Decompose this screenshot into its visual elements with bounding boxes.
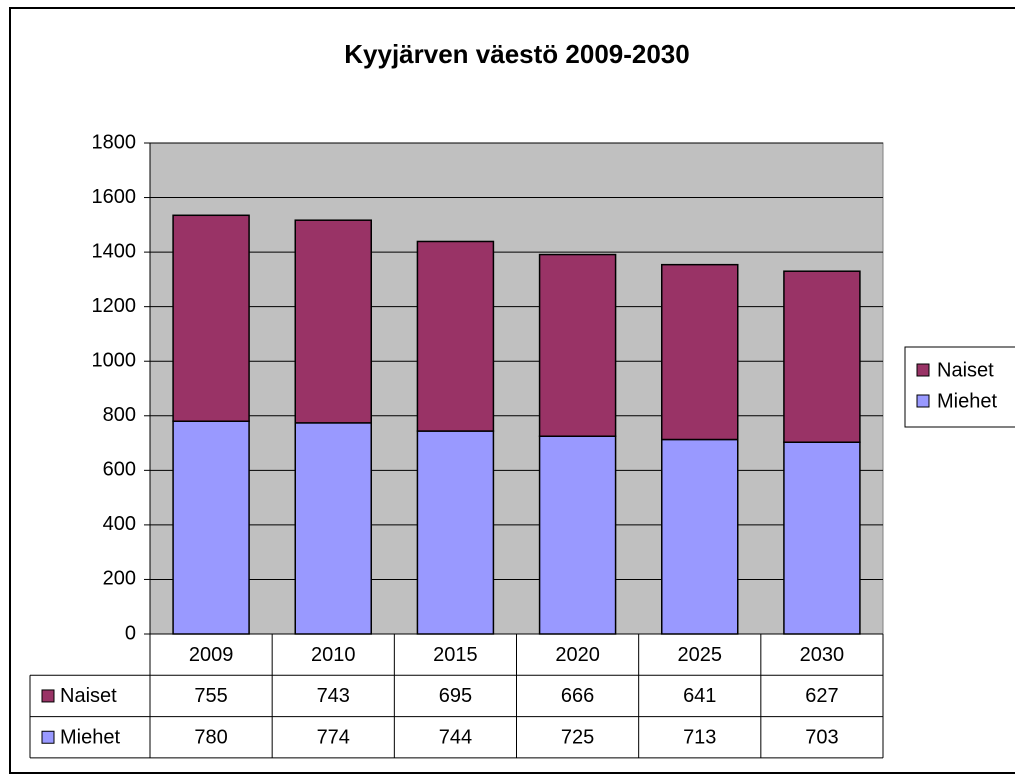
y-tick-label: 1800: [92, 131, 137, 153]
bar-segment: [538, 435, 617, 635]
x-tick-label: 2025: [678, 644, 723, 666]
legend-label: Miehet: [937, 390, 997, 412]
bar-segment: [416, 430, 495, 635]
bar-segment: [783, 270, 861, 443]
y-tick-label: 800: [103, 404, 136, 426]
y-tick-label: 600: [103, 459, 136, 481]
table-value: 755: [194, 685, 227, 707]
table-value: 641: [683, 685, 716, 707]
bar-segment: [294, 422, 372, 635]
bar-segment: [783, 441, 861, 635]
table-value: 703: [805, 727, 838, 749]
bar-segment: [416, 240, 495, 432]
bar-segment: [661, 438, 739, 635]
x-tick-label: 2010: [311, 644, 356, 666]
table-value: 744: [439, 727, 472, 749]
x-tick-label: 2020: [555, 644, 600, 666]
legend-key: [916, 363, 930, 377]
table-row-label: Naiset: [60, 685, 117, 707]
table-value: 743: [317, 685, 350, 707]
table-value: 713: [683, 727, 716, 749]
table-value: 780: [194, 727, 227, 749]
bar-segment: [538, 253, 617, 437]
x-tick-label: 2015: [433, 644, 478, 666]
legend-box: [904, 346, 1015, 428]
y-tick-label: 1600: [92, 186, 137, 208]
table-value: 627: [805, 685, 838, 707]
table-legend-key: [41, 730, 55, 744]
table-value: 695: [439, 685, 472, 707]
x-tick-label: 2009: [189, 644, 234, 666]
bar-segment: [172, 420, 250, 635]
table-value: 725: [561, 727, 594, 749]
y-tick-label: 200: [103, 568, 136, 590]
x-tick-label: 2030: [800, 644, 845, 666]
bar-segment: [661, 263, 739, 441]
legend-label: Naiset: [937, 359, 994, 381]
table-value: 666: [561, 685, 594, 707]
table-legend-key: [41, 689, 55, 703]
legend-key: [916, 394, 930, 408]
table-row-label: Miehet: [60, 727, 120, 749]
y-tick-label: 1400: [92, 240, 137, 262]
y-tick-label: 0: [125, 622, 136, 644]
y-tick-label: 400: [103, 513, 136, 535]
plot-area: [149, 142, 884, 635]
y-tick-label: 1200: [92, 295, 137, 317]
chart-title: Kyyjärven väestö 2009-2030: [344, 39, 689, 69]
bar-segment: [294, 219, 372, 424]
bar-segment: [172, 214, 250, 422]
y-tick-label: 1000: [92, 350, 137, 372]
table-value: 774: [317, 727, 350, 749]
